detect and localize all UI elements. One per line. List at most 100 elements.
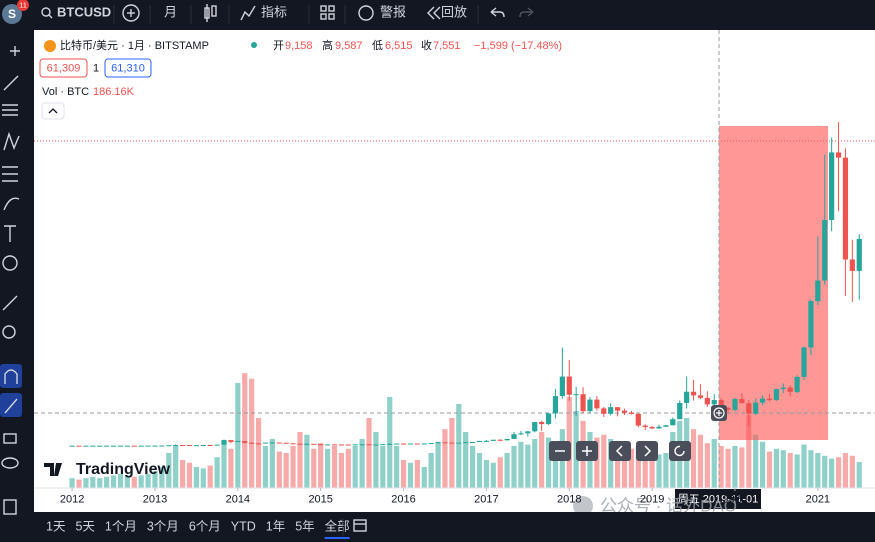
collapse-button[interactable] xyxy=(41,102,65,120)
volume-bar xyxy=(552,445,559,488)
volume-bar xyxy=(435,441,441,488)
volume-bar xyxy=(601,434,607,488)
timeframe-button[interactable]: 1年 xyxy=(266,519,285,533)
candle-body xyxy=(69,445,75,447)
spread: 1 xyxy=(93,62,99,74)
volume-bar xyxy=(476,452,483,488)
low-value: 6,515 xyxy=(385,40,413,52)
candle-body xyxy=(504,438,510,441)
add-symbol[interactable] xyxy=(122,4,140,22)
volume-bar xyxy=(849,455,855,488)
date-range-icon[interactable] xyxy=(353,519,367,532)
candle-body xyxy=(255,443,262,445)
volume-bar xyxy=(131,476,137,488)
candle-body xyxy=(297,443,303,445)
volume-bar xyxy=(835,457,842,488)
volume-bar xyxy=(628,448,634,488)
volume-bar xyxy=(732,445,738,488)
candle-body xyxy=(697,395,704,398)
volume-bar xyxy=(856,461,862,488)
x-tick-label: 2021 xyxy=(806,493,830,505)
volume-bar xyxy=(746,415,752,488)
candle-body xyxy=(173,445,179,447)
avatar[interactable] xyxy=(2,4,22,24)
candle-body xyxy=(684,391,690,403)
timeframe-button[interactable]: 1天 xyxy=(46,519,66,533)
ask-box[interactable] xyxy=(104,58,152,78)
candle-body xyxy=(746,403,752,414)
candle-body xyxy=(718,400,724,409)
candle-body xyxy=(704,397,710,405)
volume-bar xyxy=(97,478,103,488)
symbol[interactable]: BTCUSD xyxy=(57,4,111,19)
volume-bar xyxy=(221,443,227,488)
volume-bar xyxy=(214,457,220,488)
timeframe-button[interactable]: 5天 xyxy=(75,519,95,533)
candle-body xyxy=(815,280,821,302)
x-tick-label: 2012 xyxy=(60,493,84,505)
alerts[interactable]: 警报 xyxy=(380,4,406,19)
volume-bar xyxy=(649,451,655,488)
candle-body xyxy=(539,422,545,425)
search-icon xyxy=(41,7,53,19)
top-toolbar xyxy=(0,0,875,30)
candle-body xyxy=(677,402,683,420)
candle-body xyxy=(262,442,269,444)
candle-body xyxy=(649,427,655,429)
volume-value: 186.16K xyxy=(93,86,135,98)
candle-body xyxy=(276,442,282,444)
candle-body xyxy=(428,443,434,445)
timeframe-button[interactable]: YTD xyxy=(231,519,256,533)
candle-body xyxy=(608,407,614,414)
x-tick-label: 2016 xyxy=(391,493,415,505)
volume-bar xyxy=(614,445,621,488)
volume-bar xyxy=(186,462,193,488)
candle-body xyxy=(331,444,338,446)
indicators[interactable]: 指标 xyxy=(261,4,287,19)
volume-bar xyxy=(794,454,800,488)
candle-body xyxy=(345,444,351,446)
volume-name: Vol · BTC xyxy=(42,86,89,98)
volume-bar xyxy=(76,479,82,488)
candle-body xyxy=(324,444,331,446)
layout-icon[interactable] xyxy=(320,5,335,20)
candle-body xyxy=(759,398,766,403)
chart-type[interactable] xyxy=(204,4,217,22)
crosshair-circle xyxy=(713,407,725,419)
volume-bar xyxy=(124,475,130,488)
candle-body xyxy=(269,442,275,444)
crosshair-date-box xyxy=(675,489,761,509)
timeframe-button[interactable]: 3个月 xyxy=(147,519,179,533)
volume-bar xyxy=(663,452,669,488)
watermark-icon xyxy=(573,496,593,516)
candle-body xyxy=(318,444,324,446)
candle-body xyxy=(601,408,607,414)
volume-bar xyxy=(428,452,434,488)
timeframe-button[interactable]: 全部 xyxy=(325,518,350,533)
bid-box[interactable] xyxy=(39,58,88,78)
interval[interactable]: 月 xyxy=(164,4,177,19)
undo[interactable] xyxy=(490,7,505,18)
redo[interactable] xyxy=(519,7,534,18)
change-value: −1,599 (−17.48%) xyxy=(474,40,562,52)
volume-bar xyxy=(842,452,849,488)
drawing-tools[interactable] xyxy=(0,46,22,515)
replay[interactable]: 回放 xyxy=(441,4,467,19)
volume-bar xyxy=(352,445,358,488)
candle-body xyxy=(207,444,213,446)
volume-bar xyxy=(290,445,296,488)
candle-body xyxy=(421,443,427,445)
x-tick-label: 2020 xyxy=(723,493,747,505)
volume-bar xyxy=(697,434,704,488)
volume-bar xyxy=(704,443,710,488)
candle-body xyxy=(552,396,559,414)
volume-bar xyxy=(366,417,372,488)
timeframe-button[interactable]: 6个月 xyxy=(189,519,221,533)
nav-buttons[interactable] xyxy=(549,441,691,461)
candle-body xyxy=(525,431,531,434)
volume-bar xyxy=(104,476,110,488)
timeframe-button[interactable]: 1个月 xyxy=(105,519,137,533)
volume-bar xyxy=(373,431,379,488)
candle-body xyxy=(200,444,206,446)
timeframe-button[interactable]: 5年 xyxy=(295,519,314,533)
